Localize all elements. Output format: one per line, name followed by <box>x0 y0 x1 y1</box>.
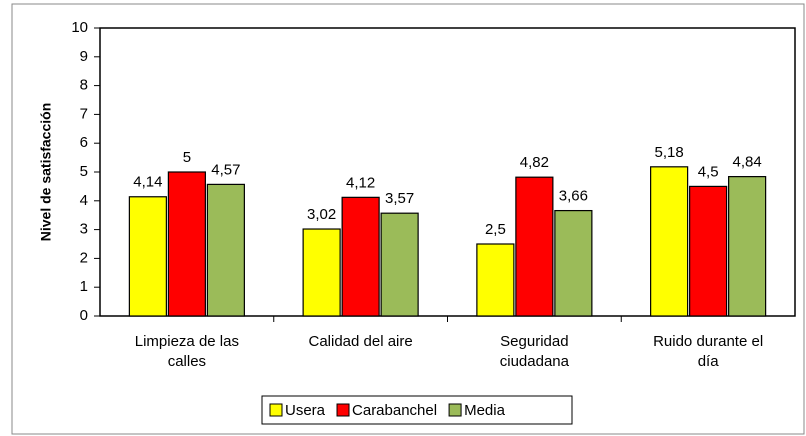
y-tick-label: 3 <box>80 221 88 238</box>
y-axis-label: Nivel de satisfacción <box>38 103 54 242</box>
data-label: 5 <box>183 149 191 166</box>
data-label: 5,18 <box>655 144 684 161</box>
y-tick-label: 9 <box>80 48 88 65</box>
data-label: 4,12 <box>346 174 375 191</box>
bar <box>380 212 419 317</box>
legend-label: Media <box>464 402 506 419</box>
data-label: 4,57 <box>211 161 240 178</box>
y-tick-label: 8 <box>80 77 88 94</box>
bar <box>167 171 206 317</box>
legend-swatch <box>269 403 283 417</box>
bar <box>206 183 245 317</box>
data-label: 4,14 <box>133 174 162 191</box>
bar <box>341 196 380 317</box>
data-label: 3,57 <box>385 190 414 207</box>
y-tick-label: 7 <box>80 105 88 122</box>
x-tick-label: Seguridad ciudadana <box>499 333 569 370</box>
y-tick-label: 5 <box>80 163 88 180</box>
bar <box>689 185 728 317</box>
legend-swatch <box>448 403 462 417</box>
y-tick-label: 1 <box>80 278 88 295</box>
bar <box>476 243 515 317</box>
x-tick-label: Limpieza de las calles <box>134 333 239 370</box>
bar <box>728 176 767 317</box>
legend-label: Carabanchel <box>352 402 437 419</box>
data-label: 4,5 <box>698 163 719 180</box>
data-label: 2,5 <box>485 221 506 238</box>
y-tick-label: 0 <box>80 307 88 324</box>
bar <box>515 176 554 317</box>
data-label: 3,02 <box>307 206 336 223</box>
legend-label: Usera <box>285 402 326 419</box>
data-label: 4,84 <box>733 154 762 171</box>
data-label: 3,66 <box>559 188 588 205</box>
y-tick-label: 10 <box>71 19 88 36</box>
bar <box>650 166 689 317</box>
y-tick-label: 2 <box>80 249 88 266</box>
x-tick-label: Calidad del aire <box>308 333 413 350</box>
legend-swatch <box>336 403 350 417</box>
bar <box>128 196 167 317</box>
y-tick-label: 4 <box>80 192 88 209</box>
data-label: 4,82 <box>520 154 549 171</box>
bar <box>302 228 341 317</box>
x-tick-label: Ruido durante el día <box>653 333 764 370</box>
y-tick-label: 6 <box>80 134 88 151</box>
legend-box <box>261 395 573 425</box>
bar <box>554 209 593 317</box>
